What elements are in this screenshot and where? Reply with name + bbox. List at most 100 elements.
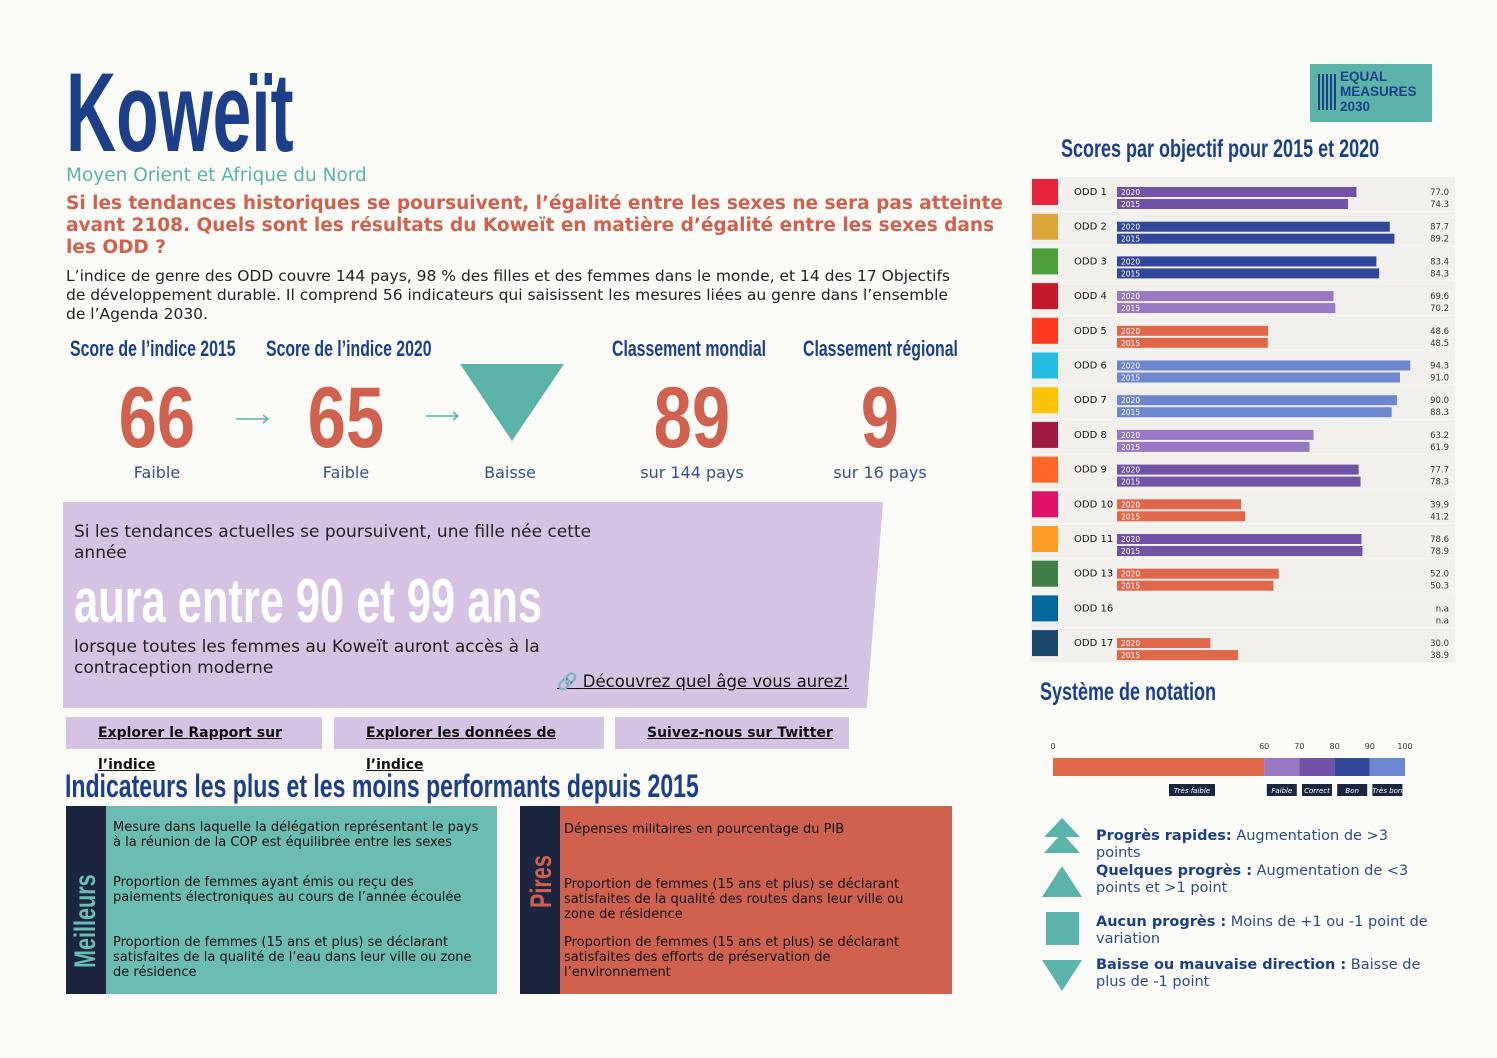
bar bbox=[1117, 372, 1401, 383]
category-label: ODD 17 bbox=[1074, 638, 1113, 649]
rating-band bbox=[1334, 758, 1370, 776]
bar bbox=[1117, 546, 1363, 556]
sdg-icon bbox=[1032, 283, 1058, 310]
arrow bbox=[426, 411, 460, 421]
series-label: 2015 bbox=[1121, 512, 1140, 521]
sdg-icon bbox=[1032, 387, 1058, 414]
legend-text: Augmentation de >3 points bbox=[1096, 828, 1388, 861]
age-box: Si les tendances actuelles se poursuiven… bbox=[63, 502, 883, 708]
series-label: 2015 bbox=[1121, 235, 1140, 244]
legend-title: Aucun progrès : bbox=[1096, 914, 1227, 930]
series-label: 2015 bbox=[1121, 304, 1140, 313]
sdg-icon bbox=[1032, 352, 1058, 379]
trend-label: Baisse bbox=[484, 463, 536, 482]
stat-label-text: Classement mondial bbox=[612, 336, 767, 361]
legend-title: Progrès rapides: bbox=[1096, 828, 1232, 844]
rating-tick-label: 0 bbox=[1050, 742, 1055, 751]
worst-label-text: Pires bbox=[525, 855, 558, 908]
bar bbox=[1117, 325, 1269, 336]
series-label: 2015 bbox=[1121, 651, 1140, 660]
bar bbox=[1117, 638, 1211, 649]
age-link-text[interactable]: Découvrez quel âge vous aurez! bbox=[582, 672, 849, 691]
arrow bbox=[236, 414, 270, 424]
stat-note: Faible bbox=[322, 463, 370, 482]
rating-tick-label: 70 bbox=[1294, 742, 1304, 751]
rating-label-box bbox=[1169, 784, 1215, 796]
link[interactable]: Suivez-nous sur Twitter bbox=[615, 717, 849, 749]
series-label: 2020 bbox=[1121, 500, 1140, 509]
title: Koweït bbox=[66, 48, 433, 178]
stat-note: sur 144 pays bbox=[640, 463, 744, 482]
series-label: 2015 bbox=[1121, 478, 1140, 487]
decline-icon bbox=[1042, 960, 1082, 991]
legend-title: Quelques progrès : bbox=[1096, 863, 1253, 879]
worst-item: Dépenses militaires en pourcentage du PI… bbox=[564, 822, 845, 837]
category-label: ODD 13 bbox=[1074, 569, 1113, 580]
stat-value-text: 9 bbox=[860, 370, 900, 466]
worst-item: Proportion de femmes (15 ans et plus) se… bbox=[564, 877, 904, 922]
stat-value-text: 65 bbox=[307, 370, 385, 466]
stat-label-text: Score de l’indice 2020 bbox=[266, 336, 432, 361]
region: Moyen Orient et Afrique du Nord bbox=[66, 165, 367, 186]
category-label: ODD 1 bbox=[1074, 187, 1107, 198]
bar bbox=[1117, 464, 1359, 475]
stat-label: Classement régional bbox=[803, 336, 1018, 362]
bar bbox=[1117, 407, 1392, 418]
value-label: 78.6 bbox=[1430, 535, 1449, 545]
category-label: ODD 4 bbox=[1074, 291, 1107, 302]
series-label: 2020 bbox=[1121, 223, 1140, 232]
category-label: ODD 16 bbox=[1074, 603, 1113, 614]
series-label: 2020 bbox=[1121, 257, 1140, 266]
bar bbox=[1117, 268, 1380, 279]
value-label: 87.7 bbox=[1430, 223, 1449, 233]
chart-title: Scores par objectif pour 2015 et 2020 bbox=[1061, 134, 1497, 164]
bar bbox=[1117, 534, 1362, 544]
logo-line: 2030 bbox=[1340, 99, 1371, 114]
rating-tick-label: 100 bbox=[1397, 742, 1412, 751]
bar bbox=[1117, 233, 1395, 244]
series-label: 2020 bbox=[1121, 431, 1140, 440]
worst-strip bbox=[520, 806, 560, 994]
best-strip bbox=[66, 806, 106, 994]
series-label: 2015 bbox=[1121, 443, 1140, 452]
series-label: 2015 bbox=[1121, 269, 1140, 278]
series-label: 2020 bbox=[1121, 570, 1140, 579]
stat-label: Classement mondial bbox=[612, 336, 826, 362]
fast-progress-icon bbox=[1044, 833, 1080, 853]
bar bbox=[1117, 499, 1242, 510]
link[interactable]: Explorer le Rapport sur l’indice bbox=[66, 717, 322, 773]
age-headline: aura entre 90 et 99 ans bbox=[74, 564, 743, 637]
bar bbox=[1117, 568, 1279, 579]
series-label: 2020 bbox=[1121, 362, 1140, 371]
stat-label: Score de l’indice 2015 bbox=[70, 336, 300, 362]
no-progress-icon bbox=[1046, 912, 1079, 945]
bar bbox=[1117, 441, 1310, 452]
stat-value: 65 bbox=[246, 368, 446, 468]
category-label: ODD 7 bbox=[1074, 395, 1107, 406]
logo: EQUAL MEASURES 2030 bbox=[1310, 64, 1432, 122]
legend-item: Baisse ou mauvaise direction : Baisse de… bbox=[1096, 957, 1436, 991]
value-label: 89.2 bbox=[1430, 235, 1449, 245]
rating-band-label: Très faible bbox=[1174, 787, 1210, 795]
value-label: 88.3 bbox=[1430, 408, 1449, 418]
legend-item: Quelques progrès : Augmentation de <3 po… bbox=[1096, 863, 1436, 897]
sdg-icon bbox=[1032, 630, 1058, 657]
age-link[interactable]: 🔗 Découvrez quel âge vous aurez! bbox=[557, 672, 849, 691]
series-label: 2015 bbox=[1121, 200, 1140, 209]
worst-box: Pires Dépenses militaires en pourcentage… bbox=[520, 806, 952, 994]
rating-band-label: Faible bbox=[1271, 787, 1292, 795]
bar bbox=[1117, 199, 1349, 209]
series-label: 2020 bbox=[1121, 327, 1140, 336]
sdg-icon bbox=[1032, 595, 1058, 622]
legend-item: Progrès rapides: Augmentation de >3 poin… bbox=[1096, 828, 1436, 862]
logo-mark bbox=[1318, 74, 1338, 110]
link[interactable]: Explorer les données de l’indice bbox=[334, 717, 604, 773]
value-label: 41.2 bbox=[1430, 512, 1449, 522]
series-label: 2020 bbox=[1121, 188, 1140, 197]
best-item: Mesure dans laquelle la délégation repré… bbox=[113, 820, 479, 850]
bar bbox=[1117, 303, 1336, 314]
series-label: 2015 bbox=[1121, 339, 1140, 348]
